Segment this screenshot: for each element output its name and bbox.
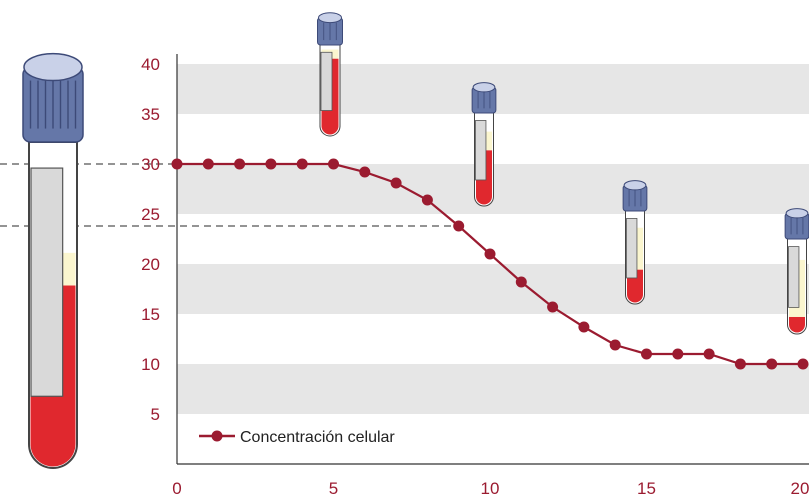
data-point-8	[421, 194, 433, 206]
tube-at-15-icon	[622, 180, 648, 305]
tube-at-20-icon	[784, 208, 809, 335]
tube-illustrations	[22, 12, 809, 469]
data-point-16	[672, 348, 684, 360]
y-tick-label-30: 30	[141, 155, 160, 174]
tube-cap-top	[785, 208, 809, 219]
data-point-14	[609, 339, 621, 351]
legend: Concentración celular	[199, 429, 395, 446]
y-tick-label-5: 5	[151, 405, 160, 424]
data-point-13	[578, 321, 590, 333]
tube-blood	[789, 316, 805, 333]
tube-label	[30, 167, 64, 397]
data-point-0	[171, 158, 183, 170]
large-tube-icon	[22, 52, 84, 469]
data-point-19	[766, 358, 778, 370]
y-tick-label-35: 35	[141, 105, 160, 124]
tube-cap-top	[23, 52, 83, 82]
x-tick-label-5: 5	[329, 479, 338, 498]
data-point-15	[641, 348, 652, 360]
y-tick-labels: 5 10 15 20 25 30 35 40	[141, 55, 160, 424]
x-tick-labels: 0 5 10 15 20	[172, 479, 809, 498]
grid-band-5	[177, 364, 809, 414]
x-tick-label-0: 0	[172, 479, 181, 498]
data-point-5	[328, 158, 339, 170]
y-tick-label-10: 10	[141, 355, 160, 374]
data-point-9	[453, 220, 465, 232]
grid-band-15	[177, 264, 809, 314]
data-point-2	[234, 158, 246, 170]
tube-cap-top	[623, 180, 647, 191]
tube-label	[788, 246, 800, 308]
axes	[176, 54, 809, 465]
y-tick-label-15: 15	[141, 305, 160, 324]
tube-cap-top	[472, 82, 496, 93]
data-point-17	[703, 348, 715, 360]
data-point-7	[390, 177, 402, 189]
tube-at-10-icon	[471, 82, 497, 207]
data-point-6	[359, 166, 371, 178]
tube-label	[320, 51, 333, 111]
series-concentracion-celular	[171, 158, 809, 370]
grid-bands	[177, 64, 809, 414]
data-point-12	[547, 301, 559, 313]
tube-cap-top	[318, 12, 342, 24]
legend-dot-marker	[211, 430, 223, 442]
data-point-4	[296, 158, 308, 170]
tube-label	[626, 218, 638, 279]
tube-label	[475, 120, 487, 181]
x-tick-label-15: 15	[637, 479, 656, 498]
legend-label: Concentración celular	[240, 429, 395, 446]
data-point-11	[515, 276, 527, 288]
data-point-18	[734, 358, 746, 370]
y-tick-label-40: 40	[141, 55, 160, 74]
x-tick-label-10: 10	[481, 479, 500, 498]
y-tick-label-20: 20	[141, 255, 160, 274]
data-point-20	[797, 358, 809, 370]
y-tick-label-25: 25	[141, 205, 160, 224]
tube-at-5-icon	[317, 12, 343, 137]
data-point-10	[484, 248, 496, 260]
data-point-1	[202, 158, 214, 170]
x-tick-label-20: 20	[791, 479, 809, 498]
data-point-3	[265, 158, 277, 170]
